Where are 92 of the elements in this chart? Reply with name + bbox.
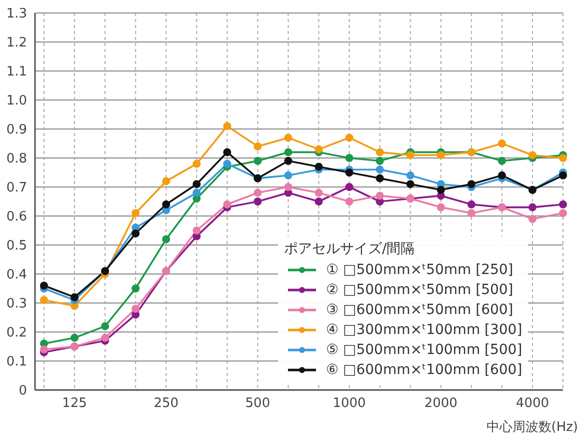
legend-label: ④ □300mm×ᵗ100mm [300] bbox=[326, 322, 522, 338]
legend-label: ⑥ □600mm×ᵗ100mm [600] bbox=[326, 362, 522, 378]
point bbox=[345, 154, 354, 162]
y-tick-label: 1.1 bbox=[6, 64, 27, 80]
point bbox=[132, 284, 140, 292]
y-tick-label: 0.3 bbox=[6, 296, 27, 312]
point bbox=[376, 148, 384, 156]
y-tick-label: 0.2 bbox=[6, 326, 27, 341]
x-tick-label: 250 bbox=[154, 396, 179, 412]
point bbox=[132, 304, 140, 313]
point bbox=[467, 180, 476, 188]
point bbox=[223, 122, 232, 130]
point bbox=[559, 171, 567, 180]
y-tick-label: 0.4 bbox=[6, 268, 27, 283]
point bbox=[284, 171, 292, 180]
point bbox=[498, 171, 506, 180]
point bbox=[192, 160, 201, 168]
point bbox=[498, 156, 506, 165]
point bbox=[345, 168, 354, 176]
y-tick-label: 0.6 bbox=[6, 210, 27, 225]
point bbox=[436, 186, 445, 194]
point bbox=[254, 198, 262, 206]
y-tick-label: 0 bbox=[18, 384, 27, 399]
point bbox=[406, 180, 414, 188]
point bbox=[254, 142, 262, 150]
point bbox=[254, 188, 262, 197]
point bbox=[162, 235, 170, 244]
point bbox=[70, 293, 79, 302]
point bbox=[436, 151, 445, 160]
x-tick-label: 4000 bbox=[516, 396, 550, 412]
point bbox=[101, 334, 110, 342]
point bbox=[162, 200, 170, 208]
point bbox=[436, 203, 445, 212]
point bbox=[528, 203, 536, 212]
legend-title: ポアセルサイズ/間隔 bbox=[284, 240, 416, 258]
y-tick-label: 1.0 bbox=[6, 94, 27, 109]
x-axis-title: 中心周波数(Hz) bbox=[486, 419, 578, 436]
point bbox=[376, 192, 384, 200]
point bbox=[254, 156, 262, 165]
point bbox=[559, 209, 567, 218]
point bbox=[132, 229, 140, 238]
y-tick-label: 0.9 bbox=[6, 122, 27, 138]
point bbox=[284, 134, 292, 142]
y-tick-label: 0.8 bbox=[6, 152, 27, 167]
point bbox=[70, 334, 79, 342]
point bbox=[284, 148, 292, 156]
y-tick-label: 1.3 bbox=[6, 6, 27, 22]
point bbox=[132, 209, 140, 218]
legend-label: ③ □600mm×ᵗ50mm [600] bbox=[326, 302, 514, 318]
point bbox=[192, 180, 201, 188]
point bbox=[314, 198, 323, 206]
x-tick-label: 2000 bbox=[424, 396, 458, 412]
point bbox=[406, 151, 414, 160]
x-tick-label: 125 bbox=[62, 396, 87, 412]
point bbox=[345, 183, 354, 191]
point bbox=[162, 177, 170, 186]
point bbox=[223, 160, 232, 168]
point bbox=[314, 145, 323, 154]
point bbox=[314, 188, 323, 197]
legend-label: ① □500mm×ᵗ50mm [250] bbox=[326, 262, 514, 278]
point bbox=[559, 200, 567, 208]
point bbox=[345, 134, 354, 142]
point bbox=[101, 322, 110, 330]
point bbox=[40, 282, 48, 290]
point bbox=[40, 345, 48, 354]
y-tick-label: 0.1 bbox=[6, 354, 27, 370]
point bbox=[284, 156, 292, 165]
point bbox=[223, 200, 232, 208]
point bbox=[528, 151, 536, 160]
point bbox=[406, 171, 414, 180]
point bbox=[376, 174, 384, 182]
point bbox=[223, 148, 232, 156]
point bbox=[40, 296, 48, 304]
point bbox=[376, 156, 384, 165]
point bbox=[498, 140, 506, 148]
legend-label: ⑤ □500mm×ᵗ100mm [500] bbox=[326, 342, 522, 358]
point bbox=[467, 209, 476, 218]
y-tick-label: 1.2 bbox=[6, 36, 27, 51]
point bbox=[467, 200, 476, 208]
point bbox=[192, 188, 201, 197]
point bbox=[284, 183, 292, 191]
point bbox=[559, 154, 567, 162]
point bbox=[376, 166, 384, 174]
point bbox=[528, 214, 536, 223]
y-tick-label: 0.7 bbox=[6, 180, 27, 196]
x-tick-label: 500 bbox=[245, 396, 270, 412]
point bbox=[314, 162, 323, 171]
legend-label: ② □500mm×ᵗ50mm [500] bbox=[326, 282, 514, 298]
y-tick-label: 0.5 bbox=[6, 238, 27, 254]
point bbox=[192, 226, 201, 234]
x-tick-label: 1000 bbox=[332, 396, 366, 412]
point bbox=[345, 198, 354, 206]
